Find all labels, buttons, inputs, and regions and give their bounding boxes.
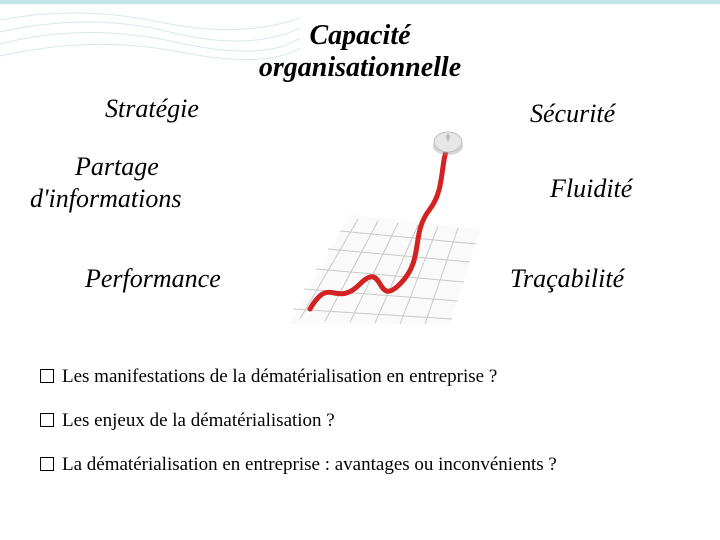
- slide-title: Capacité organisationnelle: [40, 20, 680, 84]
- question-q1: Les manifestations de la dématérialisati…: [40, 366, 680, 388]
- questions-list: Les manifestations de la dématérialisati…: [40, 366, 680, 476]
- question-text: Les enjeux de la dématérialisation ?: [62, 410, 335, 432]
- slide-content: Capacité organisationnelle: [0, 0, 720, 540]
- concept-securite: Sécurité: [530, 99, 615, 129]
- mouse-grid-illustration: [290, 124, 480, 324]
- question-q3: La dématérialisation en entreprise : ava…: [40, 454, 680, 476]
- concepts-area: StratégieSécuritéPartaged'informationsFl…: [40, 94, 680, 344]
- concept-partage1: Partage: [75, 152, 159, 182]
- question-text: Les manifestations de la dématérialisati…: [62, 366, 497, 388]
- concept-tracabilite: Traçabilité: [510, 264, 624, 294]
- question-q2: Les enjeux de la dématérialisation ?: [40, 410, 680, 432]
- checkbox-icon: [40, 457, 54, 471]
- concept-strategie: Stratégie: [105, 94, 199, 124]
- title-line-1: Capacité: [40, 20, 680, 52]
- grid-plane: [290, 214, 480, 324]
- mouse-icon: [433, 132, 463, 155]
- checkbox-icon: [40, 413, 54, 427]
- question-text: La dématérialisation en entreprise : ava…: [62, 454, 557, 476]
- checkbox-icon: [40, 369, 54, 383]
- concept-fluidite: Fluidité: [550, 174, 632, 204]
- concept-partage2: d'informations: [30, 184, 181, 214]
- concept-performance: Performance: [85, 264, 221, 294]
- title-line-2: organisationnelle: [40, 52, 680, 84]
